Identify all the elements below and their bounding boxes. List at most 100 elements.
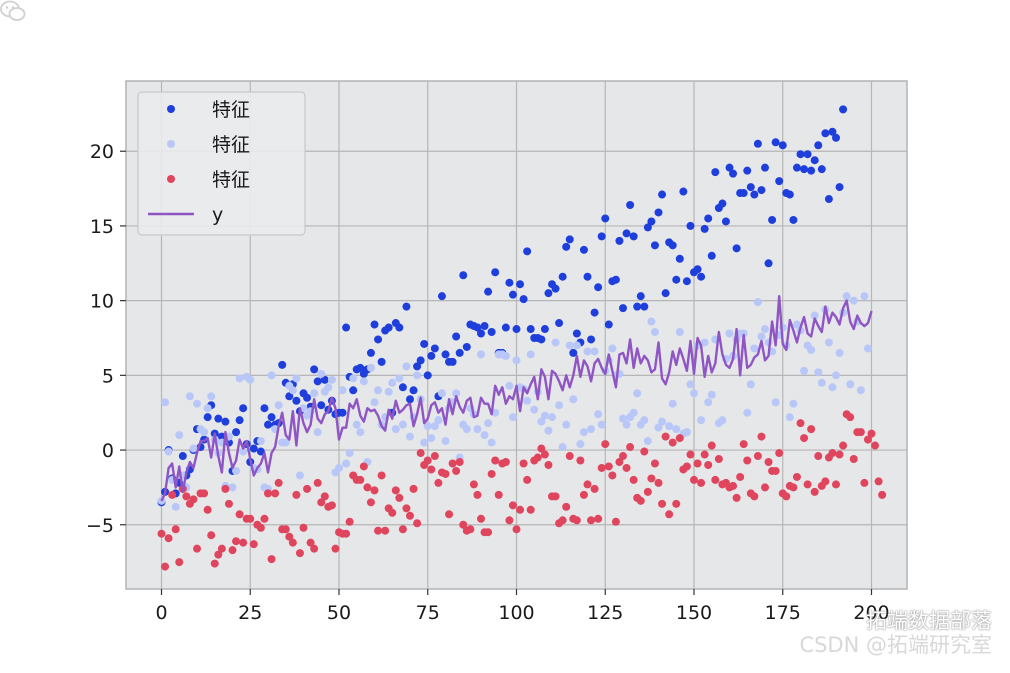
data-point bbox=[658, 417, 667, 426]
data-point bbox=[189, 495, 198, 504]
data-point bbox=[430, 452, 439, 461]
data-point bbox=[189, 444, 198, 453]
data-point bbox=[746, 183, 755, 192]
data-point bbox=[665, 510, 674, 519]
data-point bbox=[544, 289, 553, 298]
data-point bbox=[469, 480, 478, 489]
data-point bbox=[583, 347, 592, 356]
data-point bbox=[256, 437, 265, 446]
data-point bbox=[650, 241, 659, 250]
data-point bbox=[842, 292, 851, 301]
data-point bbox=[466, 525, 475, 534]
data-point bbox=[615, 236, 624, 245]
y-tick-label: −5 bbox=[86, 515, 114, 537]
data-point bbox=[168, 490, 177, 499]
data-point bbox=[239, 538, 248, 547]
y-axis: −5 0 5 10 15 20 bbox=[86, 141, 126, 537]
data-point bbox=[746, 380, 755, 389]
data-point bbox=[647, 317, 656, 326]
data-point bbox=[260, 514, 269, 523]
data-point bbox=[306, 538, 315, 547]
data-point bbox=[832, 133, 840, 142]
data-point bbox=[619, 452, 627, 461]
data-point bbox=[434, 416, 443, 425]
data-point bbox=[682, 277, 691, 286]
data-point bbox=[718, 199, 727, 208]
data-point bbox=[540, 450, 549, 459]
data-point bbox=[214, 414, 223, 423]
data-point bbox=[427, 434, 436, 443]
data-point bbox=[480, 431, 489, 440]
data-point bbox=[413, 371, 422, 380]
data-point bbox=[551, 284, 560, 293]
data-point bbox=[391, 486, 400, 495]
data-point bbox=[693, 265, 702, 274]
data-point bbox=[611, 517, 620, 526]
data-point bbox=[271, 489, 280, 498]
data-point bbox=[310, 544, 319, 553]
data-point bbox=[753, 298, 762, 307]
data-point bbox=[732, 493, 741, 502]
data-point bbox=[526, 325, 535, 334]
x-tick-label: 0 bbox=[155, 602, 167, 624]
data-point bbox=[739, 440, 748, 449]
data-point bbox=[235, 416, 244, 425]
data-point bbox=[530, 405, 539, 414]
data-point bbox=[441, 469, 450, 478]
data-point bbox=[672, 425, 681, 434]
data-point bbox=[221, 417, 230, 426]
data-point bbox=[526, 505, 535, 514]
data-point bbox=[817, 165, 826, 174]
data-point bbox=[477, 350, 485, 359]
data-point bbox=[484, 528, 493, 537]
data-point bbox=[579, 428, 588, 437]
data-point bbox=[317, 498, 326, 507]
data-point bbox=[650, 328, 659, 337]
data-point bbox=[533, 453, 542, 462]
data-point bbox=[452, 332, 461, 341]
data-point bbox=[356, 363, 365, 372]
data-point bbox=[164, 534, 173, 543]
data-point bbox=[775, 177, 784, 186]
data-point bbox=[320, 492, 329, 501]
data-point bbox=[292, 374, 301, 383]
data-point bbox=[565, 341, 574, 350]
data-point bbox=[161, 398, 170, 407]
data-point bbox=[654, 478, 663, 487]
data-point bbox=[753, 139, 762, 148]
data-point bbox=[839, 105, 848, 114]
data-point bbox=[264, 420, 272, 429]
data-point bbox=[200, 428, 209, 437]
data-point bbox=[643, 223, 652, 232]
x-tick-label: 200 bbox=[853, 602, 889, 624]
data-point bbox=[803, 480, 812, 489]
data-point bbox=[175, 558, 184, 567]
data-point bbox=[629, 475, 638, 484]
data-point bbox=[487, 328, 496, 337]
data-point bbox=[452, 389, 461, 398]
data-point bbox=[863, 344, 872, 353]
data-point bbox=[704, 214, 713, 223]
data-point bbox=[700, 224, 709, 233]
data-point bbox=[675, 328, 684, 337]
data-point bbox=[260, 404, 269, 413]
data-point bbox=[274, 401, 283, 410]
data-point bbox=[516, 505, 525, 514]
data-point bbox=[576, 440, 585, 449]
data-point bbox=[207, 531, 216, 540]
data-point bbox=[352, 420, 361, 429]
data-point bbox=[647, 474, 656, 483]
data-point bbox=[792, 320, 801, 329]
data-point bbox=[796, 419, 805, 428]
legend-marker bbox=[167, 175, 175, 183]
data-point bbox=[377, 357, 386, 366]
data-point bbox=[668, 241, 677, 250]
data-point bbox=[856, 428, 865, 437]
data-point bbox=[185, 392, 194, 401]
data-point bbox=[473, 323, 482, 332]
data-point bbox=[587, 516, 596, 525]
data-point bbox=[473, 425, 482, 434]
data-point bbox=[232, 537, 241, 546]
data-point bbox=[839, 441, 848, 450]
legend-label: y bbox=[212, 204, 223, 226]
